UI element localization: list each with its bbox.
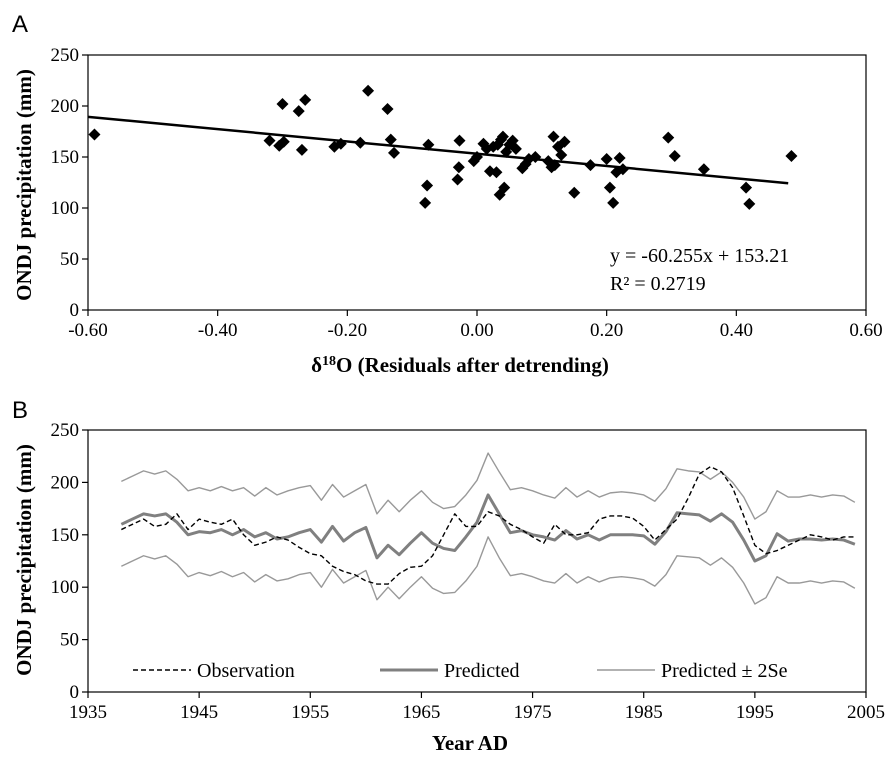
x-tick-label: 0.60: [849, 320, 882, 341]
y-tick-label: 50: [60, 630, 79, 651]
scatter-point: [697, 163, 710, 176]
panel-a-x-ticks: -0.60 -0.40 -0.20 0.00 0.20 0.40 0.60: [68, 310, 883, 341]
panel-b-x-axis-title: Year AD: [432, 731, 508, 755]
x-tick-label: -0.20: [328, 320, 368, 341]
legend-label: Predicted ± 2Se: [661, 660, 788, 682]
y-tick-label: 150: [51, 147, 80, 168]
y-tick-label: 250: [51, 45, 80, 66]
panel-a: A 0 50 100 150 200 250 -0.60 -0.40 -0.20 0.00 0.2…: [12, 11, 883, 377]
scatter-point: [451, 173, 464, 186]
panel-b-plot-area: [87, 429, 867, 693]
x-tick-label: 1935: [69, 702, 107, 723]
panel-b-legend: Observation Predicted Predicted ± 2Se: [133, 660, 788, 682]
panel-b-lines: [120, 452, 856, 605]
x-tick-label: 1975: [514, 702, 552, 723]
scatter-point: [558, 135, 571, 148]
scatter-point: [498, 181, 511, 194]
scatter-point: [388, 146, 401, 159]
x-tick-label: 1965: [402, 702, 440, 723]
scatter-point: [743, 197, 756, 210]
legend-label: Observation: [197, 660, 295, 682]
scatter-point: [362, 84, 375, 97]
scatter-point: [547, 130, 560, 143]
scatter-point: [568, 186, 581, 199]
y-tick-label: 200: [51, 472, 80, 493]
series-line-predicted-2se: [121, 452, 856, 520]
y-tick-label: 250: [51, 420, 80, 441]
scatter-point: [668, 149, 681, 162]
scatter-point: [490, 166, 503, 179]
legend-label: Predicted: [444, 660, 520, 682]
scatter-point: [419, 196, 432, 209]
scatter-point: [263, 134, 276, 147]
panel-a-letter: A: [12, 11, 28, 38]
panel-a-y-ticks: 0 50 100 150 200 250: [51, 45, 88, 321]
y-tick-label: 100: [51, 198, 80, 219]
panel-b-y-axis-title: ONDJ precipitation (mm): [12, 444, 36, 676]
y-tick-label: 50: [60, 249, 79, 270]
scatter-point: [88, 128, 101, 141]
scatter-point: [381, 103, 394, 116]
scatter-point: [509, 142, 522, 155]
scatter-point: [662, 131, 675, 144]
panel-b-y-ticks: 0 50 100 150 200 250: [51, 420, 88, 703]
scatter-point: [453, 134, 466, 147]
panel-a-x-axis-title: δ18O (Residuals after detrending): [311, 353, 609, 377]
x-tick-label: 0.40: [720, 320, 753, 341]
x-tick-label: 1995: [736, 702, 774, 723]
scatter-point: [607, 196, 620, 209]
scatter-point: [603, 181, 616, 194]
panel-a-r-squared: R² = 0.2719: [610, 273, 706, 295]
y-tick-label: 150: [51, 525, 80, 546]
y-tick-label: 0: [70, 682, 80, 703]
x-tick-label: -0.40: [198, 320, 238, 341]
scatter-point: [299, 93, 312, 106]
scatter-point: [740, 181, 753, 194]
scatter-point: [295, 143, 308, 156]
scatter-point: [600, 153, 613, 166]
panel-a-plot-area: [87, 54, 867, 311]
scatter-point: [613, 152, 626, 165]
series-line-observation: [121, 465, 855, 585]
y-tick-label: 100: [51, 577, 80, 598]
scatter-point: [555, 148, 568, 161]
scatter-point: [276, 97, 289, 110]
scatter-point: [421, 179, 434, 192]
scatter-point: [452, 161, 465, 174]
x-tick-label: 1945: [180, 702, 218, 723]
panel-a-points: [88, 84, 798, 210]
y-tick-label: 0: [70, 300, 80, 321]
scatter-point: [496, 130, 509, 143]
series-line-predicted: [120, 493, 856, 563]
panel-a-equation: y = -60.255x + 153.21: [610, 245, 789, 267]
x-tick-label: 0.20: [590, 320, 623, 341]
x-tick-label: -0.60: [68, 320, 108, 341]
panel-a-trendline: [87, 115, 789, 185]
panel-b-x-ticks: 1935 1945 1955 1965 1975 1985 1995 2005: [69, 692, 885, 723]
x-tick-label: 1985: [625, 702, 663, 723]
panel-a-y-axis-title: ONDJ precipitation (mm): [12, 69, 36, 301]
y-tick-label: 200: [51, 96, 80, 117]
scatter-point: [384, 133, 397, 146]
scatter-point: [292, 105, 305, 118]
scatter-point: [277, 135, 290, 148]
x-tick-label: 2005: [847, 702, 885, 723]
scatter-point: [503, 138, 516, 151]
x-tick-label: 1955: [291, 702, 329, 723]
scatter-point: [785, 149, 798, 162]
x-tick-label: 0.00: [460, 320, 493, 341]
series-line-lower-bound: [121, 536, 856, 605]
panel-b-letter: B: [12, 397, 28, 424]
